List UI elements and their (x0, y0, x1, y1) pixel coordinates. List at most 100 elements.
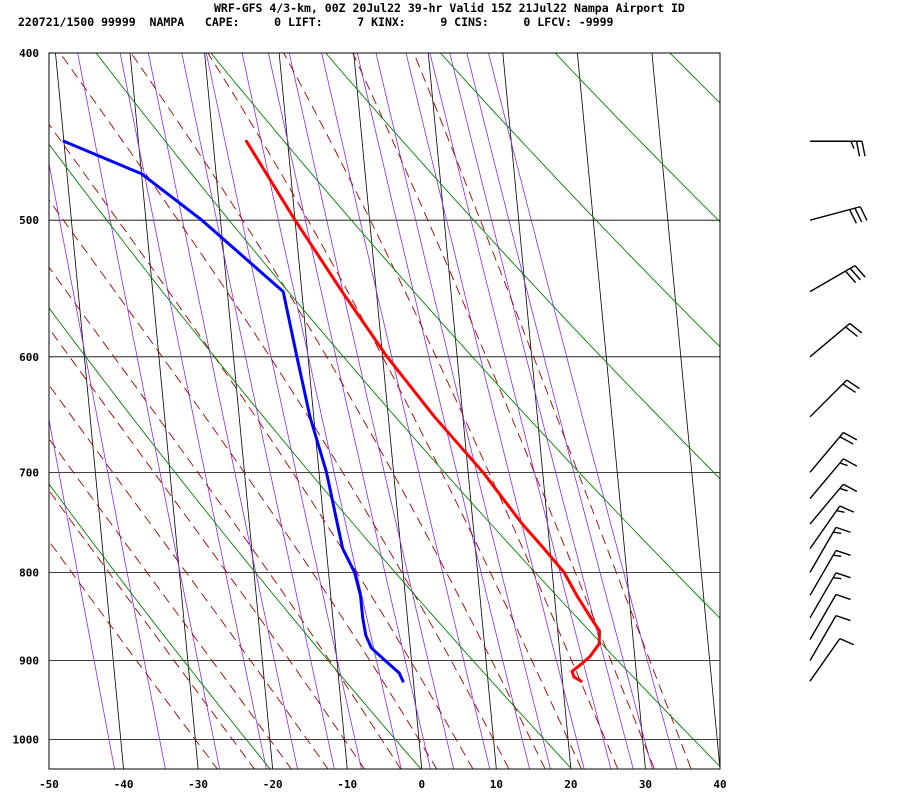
wind-barb-feather (844, 270, 857, 284)
wind-barb-shaft (809, 379, 848, 418)
isotherm-line (129, 53, 199, 769)
dry-adiabat-line (49, 143, 573, 769)
moist-adiabat-line (283, 53, 619, 769)
moist-adiabat-line (49, 384, 329, 769)
wind-barb-shaft (809, 458, 844, 500)
isotherm-line (55, 53, 124, 769)
wind-barb-feather (849, 267, 861, 281)
isotherm-line (204, 53, 274, 769)
wind-barb-shaft (809, 483, 844, 525)
y-tick-label: 1000 (13, 734, 40, 747)
wind-barb-feather (839, 505, 855, 513)
x-tick-label: -40 (114, 778, 134, 791)
wind-barb-shaft (809, 615, 837, 662)
dry-adiabat-line (325, 53, 720, 480)
wind-barb (809, 483, 858, 525)
mixing-ratio-line (267, 53, 431, 769)
mixing-ratio-line (356, 53, 531, 769)
wind-barb (809, 322, 863, 358)
temperature-profile (245, 139, 601, 683)
mixing-ratio-line (429, 53, 612, 769)
mixing-ratio-line (288, 53, 455, 769)
wind-barb-shaft (809, 572, 837, 619)
moist-adiabat-line (49, 199, 438, 769)
mixing-ratio-line (181, 53, 335, 769)
dry-adiabat-line (49, 483, 271, 769)
wind-barb-shaft (809, 322, 851, 358)
wind-barb-feather (859, 206, 868, 221)
wind-barb-feather (835, 572, 851, 579)
mixing-ratio-line (449, 53, 634, 769)
dry-adiabat-lines (49, 53, 720, 769)
x-axis-tick-labels: -50 -40 -30 -20 -10 0 10 20 30 40 (39, 778, 727, 791)
wind-barb-shaft (809, 550, 837, 596)
wind-barb (809, 431, 858, 473)
dry-adiabat-line (554, 53, 720, 223)
mixing-ratio-line (241, 53, 402, 769)
mixing-ratio-line (119, 53, 267, 769)
isotherm-line (278, 53, 348, 769)
wind-barb (809, 637, 855, 682)
mixing-ratio-line (466, 53, 653, 769)
mixing-ratio-line (375, 53, 551, 769)
mixing-ratio-lines (49, 53, 678, 769)
x-tick-label: 0 (418, 778, 425, 791)
y-tick-label: 500 (19, 214, 39, 227)
plot-frame (48, 52, 721, 770)
wind-barb-feather (835, 526, 851, 533)
y-tick-label: 900 (19, 655, 39, 668)
y-axis-tick-labels: 400 500 600 700 800 900 1000 (13, 47, 40, 747)
moist-adiabat-line (352, 53, 655, 769)
y-tick-label: 400 (19, 47, 39, 60)
moist-adiabat-line (49, 266, 402, 769)
wind-barb-feather (835, 549, 851, 556)
wind-barb (809, 593, 851, 640)
wind-barb-feather (845, 326, 858, 338)
wind-barb (809, 265, 866, 293)
wind-barb (809, 614, 851, 662)
y-tick-label: 800 (19, 566, 39, 579)
mixing-ratio-line (321, 53, 491, 769)
isotherm-line (353, 53, 423, 769)
wind-barb (809, 572, 851, 619)
x-tick-label: -10 (337, 778, 357, 791)
moist-adiabat-line (59, 53, 510, 769)
wind-barb-feather (854, 265, 866, 278)
sounding-indices: 220721/1500 99999 NAMPA CAPE: 0 LIFT: 7 … (18, 15, 614, 29)
wind-barb-shaft (809, 527, 837, 573)
y-tick-label: 600 (19, 351, 39, 364)
y-tick-label: 700 (19, 466, 39, 479)
isobar-lines (49, 52, 720, 741)
wind-barbs (809, 140, 868, 682)
sounding-profiles (62, 139, 601, 683)
wind-barb-feather (850, 140, 855, 150)
moist-adiabat-line (49, 540, 218, 769)
wind-barb-feather (855, 141, 861, 157)
wind-barb (809, 505, 855, 550)
moist-adiabat-line (49, 327, 365, 769)
moist-adiabat-line (49, 123, 474, 769)
x-tick-label: -50 (39, 778, 59, 791)
dry-adiabat-line (439, 53, 720, 348)
wind-barb-feather (839, 436, 854, 445)
wind-barb-shaft (809, 638, 841, 682)
mixing-ratio-line (405, 53, 585, 769)
x-tick-label: -20 (263, 778, 283, 791)
wind-barb-feather (848, 209, 858, 224)
wind-barb (810, 140, 866, 157)
wind-barb (809, 206, 868, 224)
wind-barb-feather (839, 487, 848, 492)
dry-adiabat-line (210, 53, 720, 619)
wind-barb-feather (854, 207, 863, 223)
wind-barb-feather (835, 593, 851, 601)
wind-barb-feather (833, 531, 842, 534)
wind-barb-feather (843, 483, 858, 493)
moist-adiabat-line (49, 489, 255, 769)
mixing-ratio-line (49, 161, 166, 769)
wind-barb-feather (833, 554, 842, 558)
moist-adiabat-lines (49, 53, 692, 769)
mixing-ratio-line (77, 53, 221, 769)
wind-barb-feather (861, 141, 866, 157)
wind-barb (809, 379, 860, 418)
